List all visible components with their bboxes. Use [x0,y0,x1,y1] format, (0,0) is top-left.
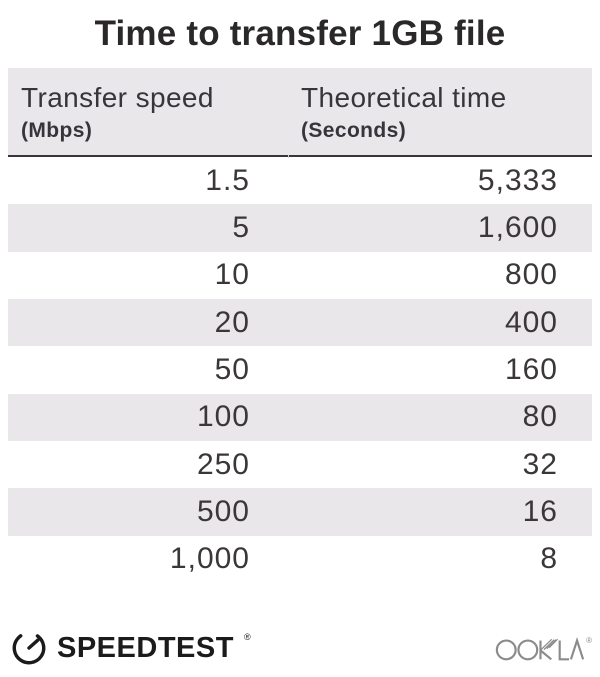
time-cell: 32 [522,447,558,481]
speed-cell: 10 [214,258,250,292]
speed-cell: 5 [232,210,250,244]
speedtest-wordmark: SPEEDTEST [57,631,234,664]
table-row: 250 32 [8,441,592,488]
time-cell: 400 [504,305,558,339]
speed-cell: 1,000 [169,542,250,576]
column-unit: (Mbps) [21,119,93,142]
time-cell: 160 [504,352,558,386]
table-row: 100 80 [8,393,592,441]
column-header-transfer-speed: Transfer speed (Mbps) [8,68,288,155]
table-row: 500 16 [8,488,592,536]
column-unit: (Seconds) [301,119,407,142]
registered-trademark-mark: ® [243,632,251,642]
time-cell: 1,600 [477,210,558,244]
table-body: 1.5 5,333 5 1,600 10 800 20 400 50 160 1… [8,157,592,583]
table-row: 20 400 [8,298,592,347]
table-row: 10 800 [8,252,592,299]
time-cell: 80 [522,400,558,434]
footer: SPEEDTEST ® ® [10,629,592,667]
speed-cell: 20 [214,305,250,339]
speedometer-gauge-icon [10,629,48,667]
speed-cell: 250 [196,447,250,481]
registered-trademark-mark: ® [586,635,592,645]
speed-cell: 500 [196,494,250,528]
speed-cell: 100 [196,400,250,434]
time-cell: 8 [540,542,558,576]
column-label: Transfer speed [21,82,214,113]
column-label: Theoretical time [301,82,507,113]
speed-cell: 50 [214,352,250,386]
time-cell: 16 [522,494,558,528]
page-title: Time to transfer 1GB file [94,14,506,53]
column-header-theoretical-time: Theoretical time (Seconds) [288,68,592,155]
speedtest-logo: SPEEDTEST ® [10,629,251,667]
ookla-logo: ® [495,635,592,662]
speed-cell: 1.5 [205,163,250,197]
time-cell: 5,333 [477,163,558,197]
table-row: 5 1,600 [8,204,592,252]
time-cell: 800 [504,258,558,292]
table-row: 1,000 8 [8,536,592,583]
table-row: 1.5 5,333 [8,157,592,204]
table-row: 50 160 [8,346,592,393]
table-header: Transfer speed (Mbps) Theoretical time (… [8,68,592,158]
